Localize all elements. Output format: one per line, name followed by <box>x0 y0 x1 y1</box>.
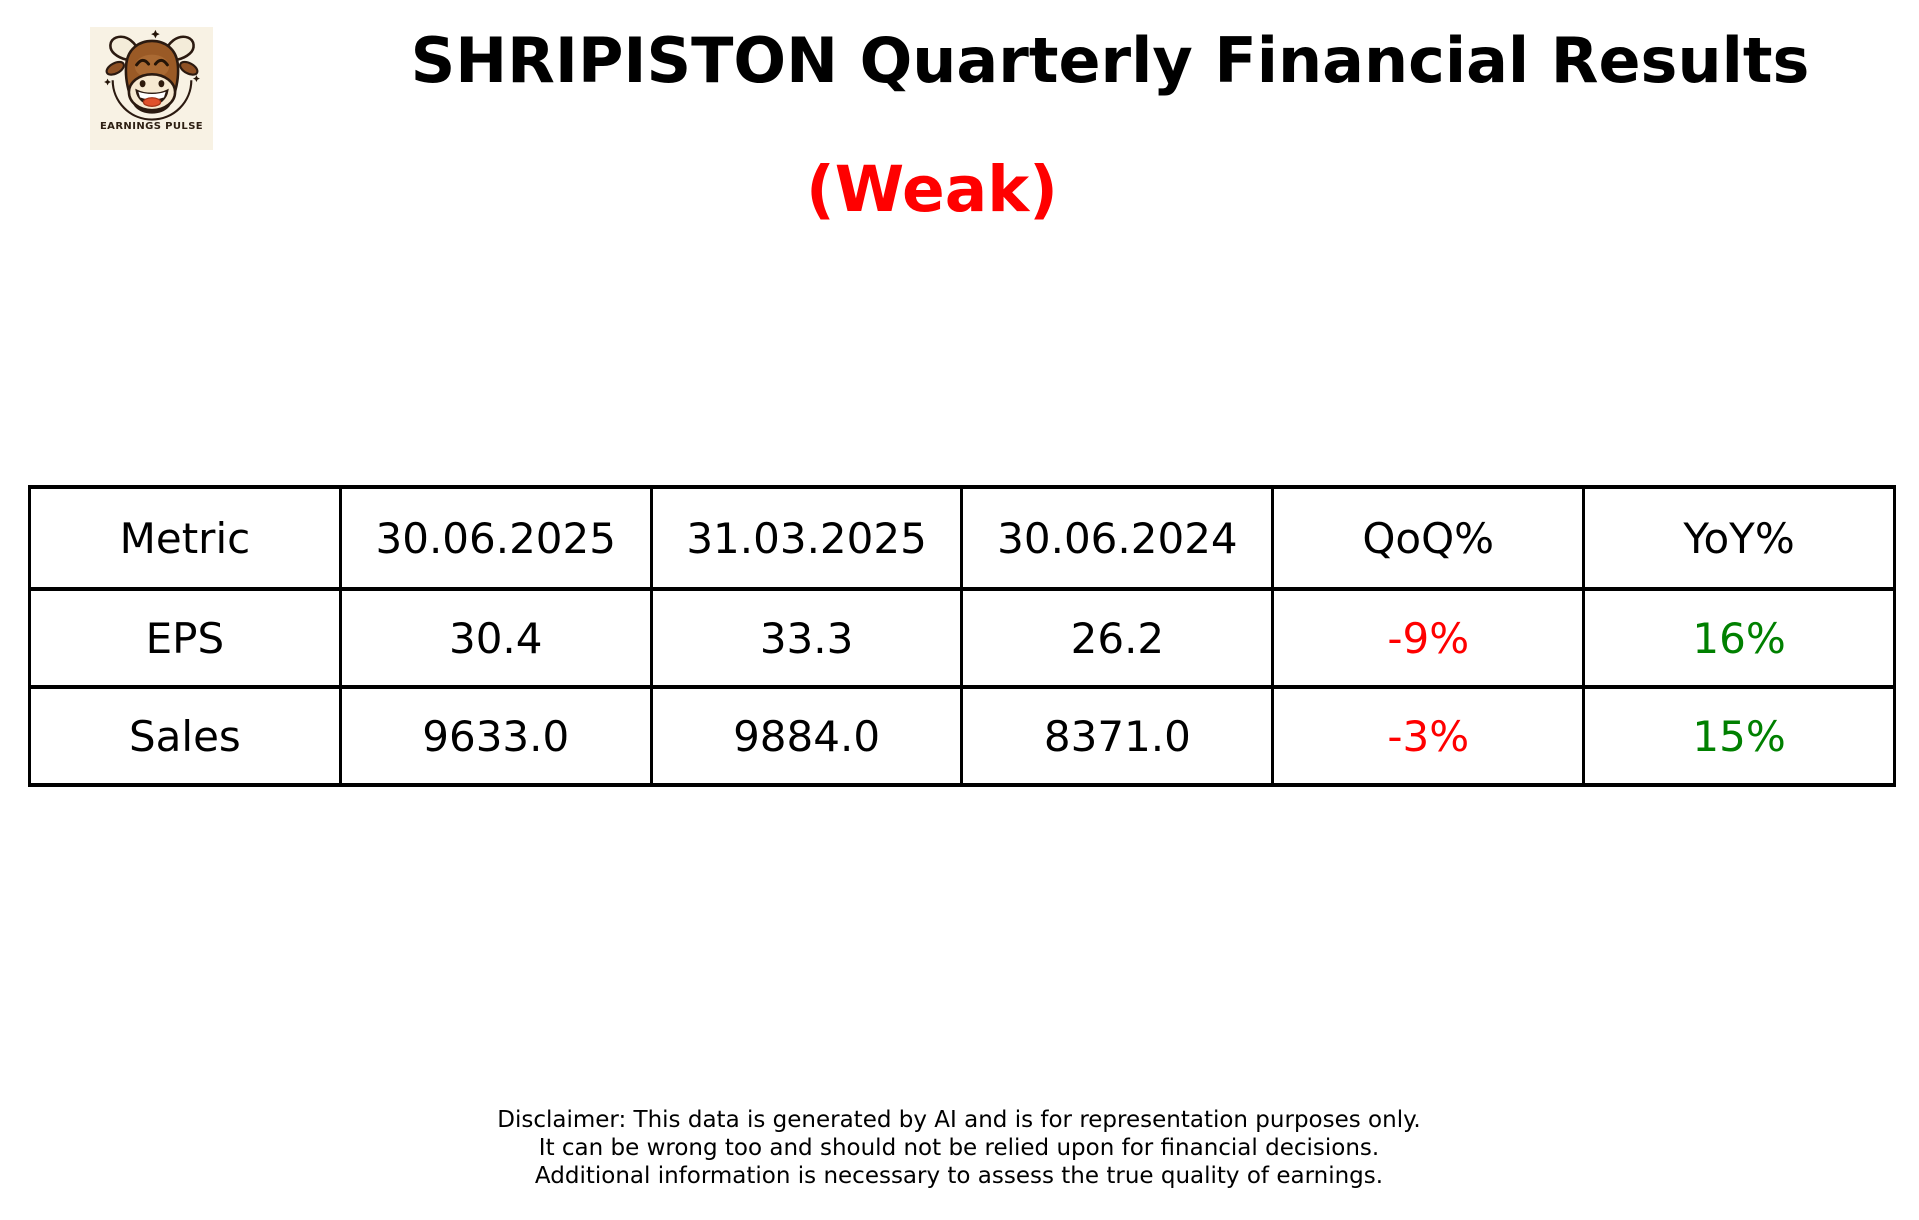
col-header-q-yearago: 30.06.2024 <box>960 485 1275 591</box>
disclaimer-line-2: It can be wrong too and should not be re… <box>538 1135 1380 1161</box>
cell-eps-yoy: 16% <box>1582 587 1896 689</box>
cell-sales-yoy: 15% <box>1582 685 1896 787</box>
disclaimer-line-1: Disclaimer: This data is generated by AI… <box>497 1107 1421 1133</box>
cell-eps-metric: EPS <box>28 587 342 689</box>
disclaimer: Disclaimer: This data is generated by AI… <box>497 1106 1420 1190</box>
logo-caption: EARNINGS PULSE <box>99 121 204 132</box>
cell-eps-previous: 33.3 <box>649 587 964 689</box>
col-header-metric: Metric <box>28 485 342 591</box>
cell-eps-qoq: -9% <box>1271 587 1586 689</box>
cell-sales-yearago: 8371.0 <box>960 685 1275 787</box>
table-row-sales: Sales 9633.0 9884.0 8371.0 -3% 15% <box>28 685 1896 787</box>
cell-sales-current: 9633.0 <box>338 685 653 787</box>
col-header-yoy: YoY% <box>1582 485 1896 591</box>
verdict-label: (Weak) <box>806 153 1058 226</box>
page-title: SHRIPISTON Quarterly Financial Results <box>410 24 1810 97</box>
cell-sales-metric: Sales <box>28 685 342 787</box>
cell-sales-previous: 9884.0 <box>649 685 964 787</box>
results-table: Metric 30.06.2025 31.03.2025 30.06.2024 … <box>28 485 1896 787</box>
cell-eps-current: 30.4 <box>338 587 653 689</box>
earnings-pulse-logo: EARNINGS PULSE <box>90 27 213 150</box>
disclaimer-line-3: Additional information is necessary to a… <box>534 1163 1384 1189</box>
laughing-bull-icon <box>103 29 200 121</box>
table-header-row: Metric 30.06.2025 31.03.2025 30.06.2024 … <box>28 485 1896 591</box>
cell-sales-qoq: -3% <box>1271 685 1586 787</box>
table-row-eps: EPS 30.4 33.3 26.2 -9% 16% <box>28 587 1896 689</box>
col-header-q-current: 30.06.2025 <box>338 485 653 591</box>
cell-eps-yearago: 26.2 <box>960 587 1275 689</box>
col-header-qoq: QoQ% <box>1271 485 1586 591</box>
col-header-q-previous: 31.03.2025 <box>649 485 964 591</box>
